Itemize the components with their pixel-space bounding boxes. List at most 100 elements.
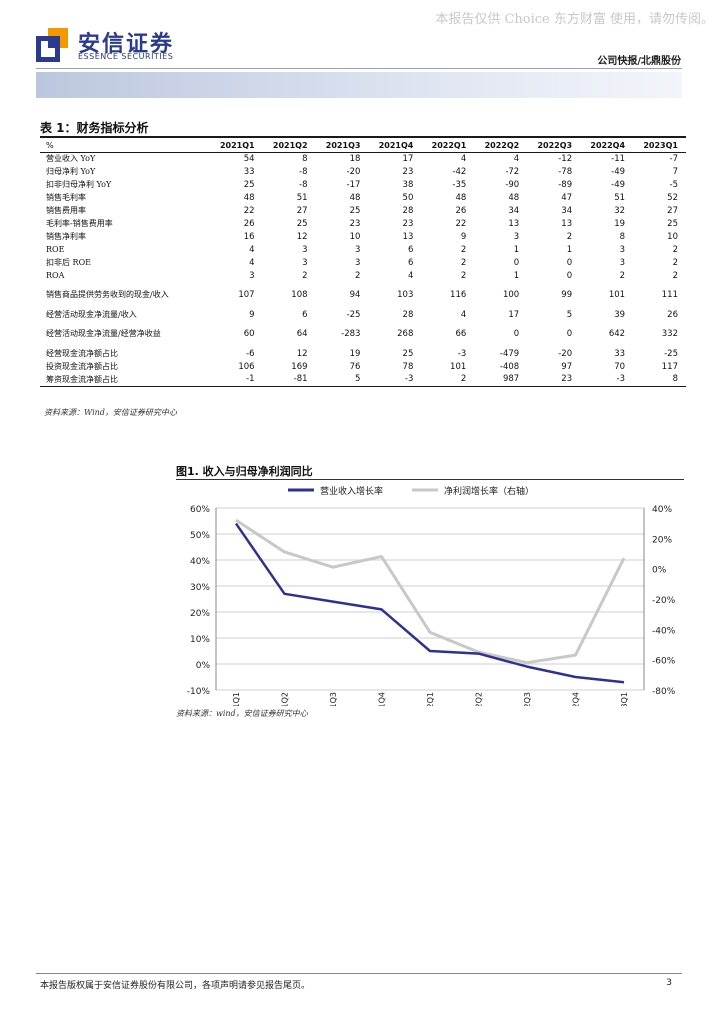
table-title: 表 1：财务指标分析 <box>40 121 149 135</box>
table-cell: -25 <box>346 309 361 320</box>
table-row: 筹资现金流净额占比 -1 -81 5 -3 2 987 23 -3 8 <box>40 373 686 387</box>
table-cell: 5 <box>566 309 573 320</box>
table-cell: -89 <box>558 179 573 190</box>
table-cell: 3 <box>355 257 361 268</box>
column-header: 2022Q4 <box>580 139 634 153</box>
header-band <box>36 72 682 98</box>
table-cell: 3 <box>302 257 308 268</box>
table-cell: 2 <box>566 231 573 242</box>
table-cell: 111 <box>661 290 678 300</box>
report-type-label: 公司快报/北鼎股份 <box>597 56 681 67</box>
table-cell: 3 <box>302 244 308 255</box>
table-cell: 2 <box>460 270 467 281</box>
table-cell: 0 <box>566 257 573 268</box>
row-label: 经营活动现金净流量/收入 <box>46 310 137 319</box>
table-cell: 25 <box>349 205 361 216</box>
table-cell: 1 <box>513 270 520 281</box>
row-label: 销售费用率 <box>46 206 86 215</box>
table-cell: 4 <box>407 270 414 281</box>
table-cell: 60 <box>243 329 255 339</box>
table-source-note: 资料来源：Wind，安信证券研究中心 <box>44 408 177 417</box>
table-cell: 48 <box>243 192 255 203</box>
table-cell: 25 <box>296 218 308 229</box>
table-cell: -81 <box>262 373 316 387</box>
table-cell: 26 <box>243 218 255 229</box>
table-cell: 48 <box>508 192 520 203</box>
table-cell: 33 <box>614 348 626 359</box>
table-cell: 987 <box>474 373 528 387</box>
x-axis-tick-label: 2022Q3 <box>523 692 532 706</box>
table-cell: 3 <box>513 231 520 242</box>
table-cell: 268 <box>397 329 414 339</box>
table-cell: 103 <box>397 290 414 300</box>
table-cell: 3 <box>619 244 626 255</box>
table-cell: -20 <box>346 166 361 177</box>
legend-label: 净利润增长率（右轴） <box>444 485 534 497</box>
table-cell: 19 <box>349 348 361 359</box>
unit-header: % <box>40 139 210 153</box>
figure-title-divider <box>176 479 684 480</box>
table-cell: -12 <box>558 153 573 164</box>
table-cell: 9 <box>249 309 255 320</box>
page-number: 3 <box>666 978 672 988</box>
table-cell: 27 <box>667 205 678 216</box>
table-title-divider <box>40 136 686 138</box>
table-cell: 4 <box>249 257 255 268</box>
table-cell: 5 <box>315 373 369 387</box>
table-cell: 107 <box>238 290 255 300</box>
table-cell: 2 <box>619 270 626 281</box>
table-cell: 97 <box>561 361 573 372</box>
footer-divider <box>36 973 682 974</box>
table-cell: 39 <box>614 309 626 320</box>
table-cell: -49 <box>611 166 626 177</box>
table-cell: 48 <box>455 192 467 203</box>
table-cell: 66 <box>455 329 467 339</box>
table-cell: -283 <box>341 329 361 339</box>
table-cell: 34 <box>508 205 520 216</box>
table-cell: -1 <box>209 373 263 387</box>
row-label: ROA <box>46 271 65 280</box>
row-label: 投资现金流净额占比 <box>46 362 118 371</box>
column-header: 2021Q4 <box>368 139 422 153</box>
right-axis-tick-label: 20% <box>652 535 672 545</box>
watermark: 本报告仅供 Choice 东方财富 使用，请勿传阅。 <box>435 12 714 27</box>
table-cell: 34 <box>561 205 573 216</box>
table-cell: 2 <box>460 257 467 268</box>
table-cell: 3 <box>249 270 255 281</box>
right-axis-tick-label: -60% <box>652 657 676 667</box>
table-cell: 64 <box>296 329 308 339</box>
table-cell: 33 <box>243 166 255 177</box>
table-cell: 23 <box>527 373 581 387</box>
x-axis-tick-label: 2021Q4 <box>378 692 387 706</box>
x-axis-tick-label: 2021Q2 <box>281 692 290 706</box>
right-axis-tick-label: 40% <box>652 505 672 515</box>
table-cell: -25 <box>664 348 678 359</box>
table-cell: 13 <box>402 231 414 242</box>
column-header: 2023Q1 <box>633 139 686 153</box>
logo-chinese-name: 安信证券 <box>78 32 175 57</box>
table-cell: -90 <box>505 179 520 190</box>
table-cell: 9 <box>460 231 467 242</box>
table-row: 销售商品提供劳务收到的现金/收入 107 108 94 103 116 100 99 101 11… <box>40 282 686 308</box>
table-cell: -11 <box>611 153 626 164</box>
table-row: 经营活动现金净流量/收入 9 6 -25 28 4 17 5 39 26 <box>40 308 686 321</box>
table-header-row: % 2021Q1 2021Q2 2021Q3 2021Q4 2022Q1 2022Q2 20… <box>40 139 686 153</box>
table-row: ROA 3 2 2 4 2 1 0 2 2 <box>40 269 686 282</box>
table-cell: 8 <box>619 231 626 242</box>
table-cell: 13 <box>508 218 520 229</box>
table-cell: -7 <box>669 153 678 164</box>
table-cell: 6 <box>407 244 414 255</box>
table-cell: 2 <box>460 244 467 255</box>
table-cell: 2 <box>421 373 475 387</box>
financial-indicators-table: % 2021Q1 2021Q2 2021Q3 2021Q4 2022Q1 2022Q2 20… <box>40 139 686 387</box>
left-axis-tick-label: -10% <box>187 687 211 697</box>
right-axis-tick-label: -80% <box>652 687 676 697</box>
table-cell: 23 <box>402 166 414 177</box>
table-cell: 48 <box>349 192 361 203</box>
row-label: 筹资现金流净额占比 <box>40 373 210 387</box>
row-label: 毛利率-销售费用率 <box>46 219 113 228</box>
table-cell: -8 <box>299 166 308 177</box>
table-cell: 12 <box>296 348 308 359</box>
table-cell: 25 <box>243 179 255 190</box>
table-cell: -20 <box>558 348 573 359</box>
